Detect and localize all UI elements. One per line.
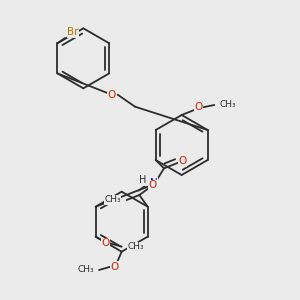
- Text: CH₃: CH₃: [77, 266, 94, 274]
- Text: H: H: [139, 175, 147, 185]
- Text: O: O: [107, 90, 116, 100]
- Text: O: O: [148, 180, 157, 190]
- Text: O: O: [102, 238, 110, 248]
- Text: CH₃: CH₃: [127, 242, 144, 251]
- Text: CH₃: CH₃: [104, 196, 121, 205]
- Text: O: O: [111, 262, 119, 272]
- Text: O: O: [178, 156, 187, 166]
- Text: Br: Br: [68, 27, 79, 37]
- Text: N: N: [150, 178, 158, 188]
- Text: O: O: [194, 102, 202, 112]
- Text: CH₃: CH₃: [219, 100, 236, 109]
